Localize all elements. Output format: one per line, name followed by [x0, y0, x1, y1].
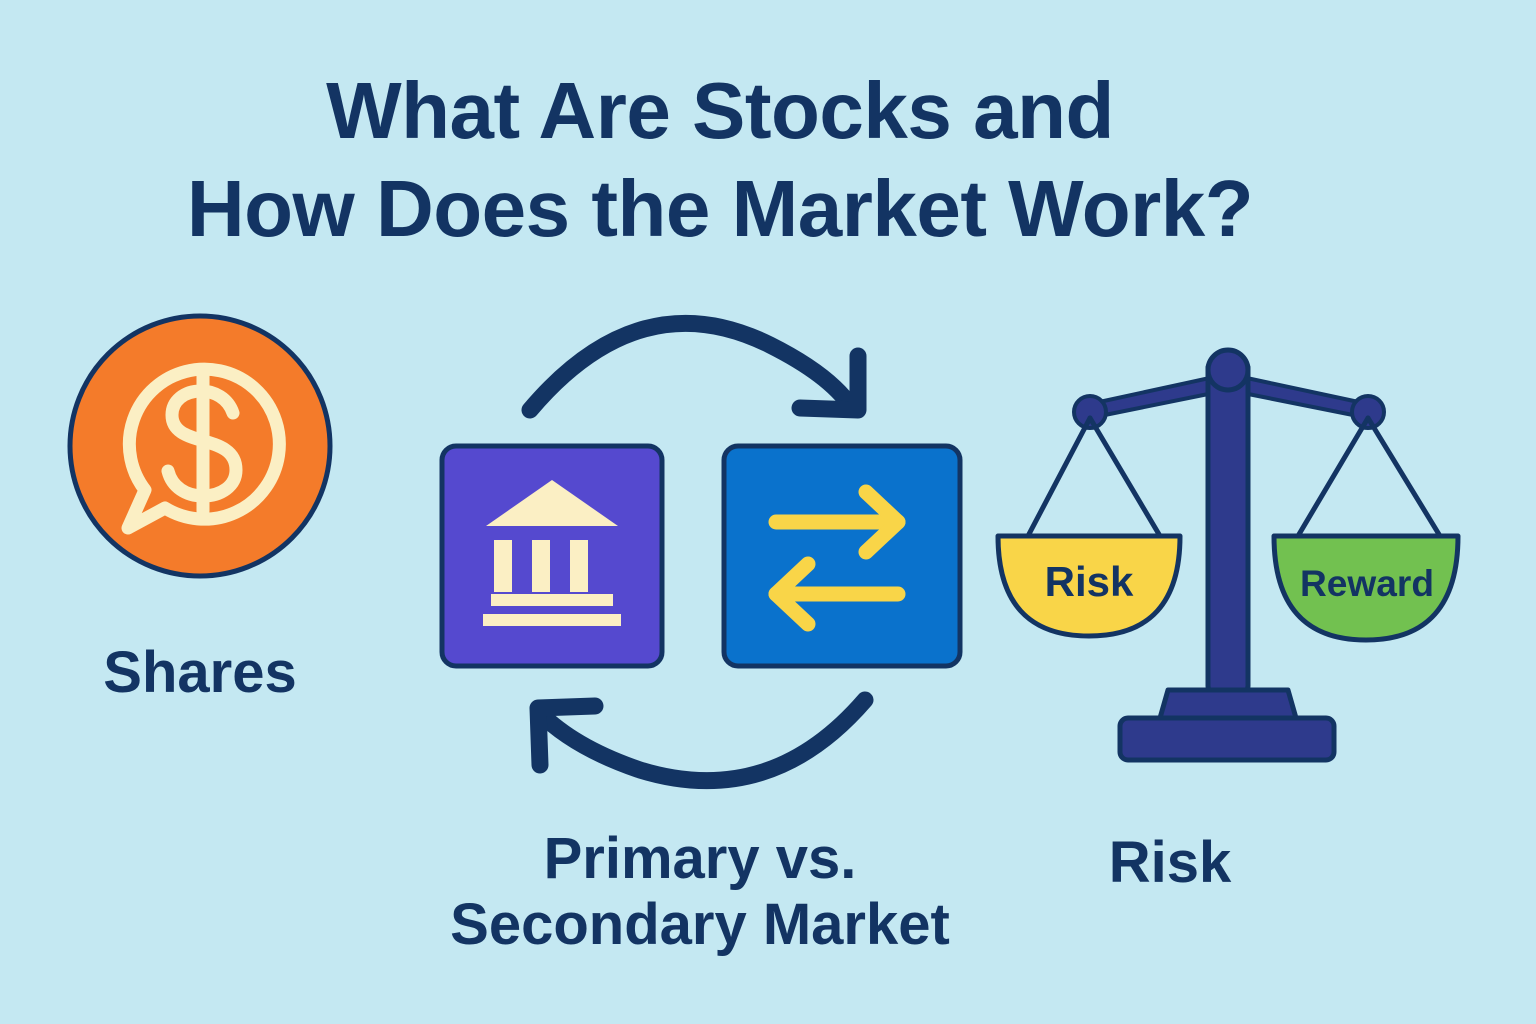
- bank-building-icon: [439, 443, 665, 669]
- page-title: What Are Stocks and How Does the Market …: [0, 62, 1440, 258]
- reward-pan-label: Reward: [1300, 563, 1434, 604]
- title-line-2: How Does the Market Work?: [186, 164, 1254, 253]
- balance-scale-icon: Risk Reward: [995, 347, 1461, 763]
- shares-caption: Shares: [103, 640, 297, 705]
- reward-pan: [1271, 533, 1461, 643]
- market-caption-line-2: Secondary Market: [450, 892, 950, 957]
- risk-pan: [995, 533, 1183, 639]
- title-line-1: What Are Stocks and: [326, 66, 1114, 155]
- risk-pan-label: Risk: [1045, 558, 1134, 605]
- market-caption-line-1: Primary vs.: [543, 826, 857, 891]
- exchange-arrows-icon: [721, 443, 963, 669]
- dollar-chat-bubble-icon: [67, 313, 333, 579]
- market-caption: Primary vs. Secondary Market: [390, 826, 1010, 958]
- risk-caption: Risk: [1108, 830, 1232, 895]
- circular-arrows-icon: [521, 314, 874, 790]
